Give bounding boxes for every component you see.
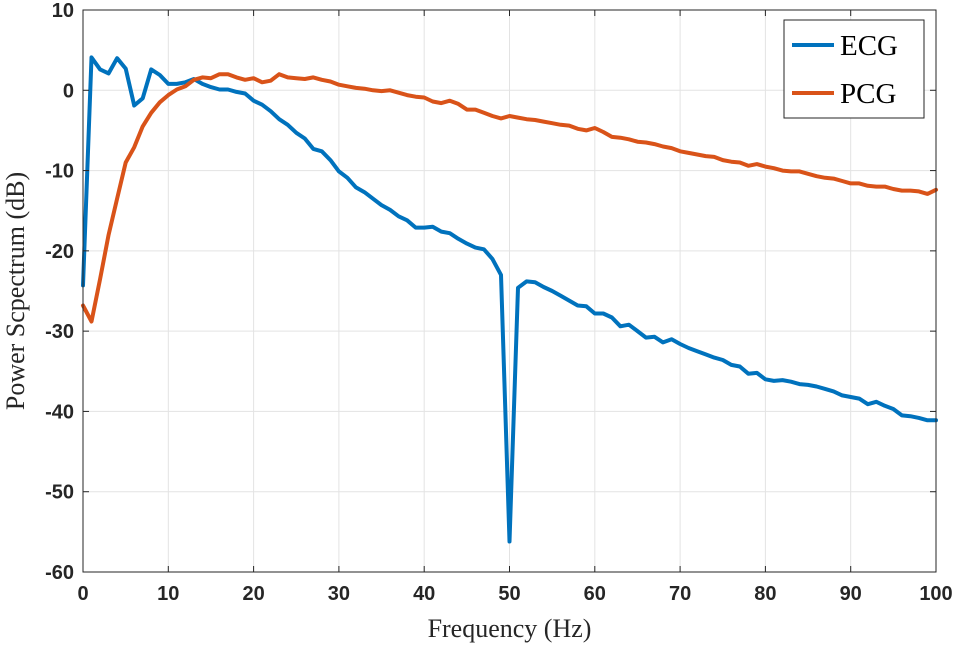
x-tick-label: 100 [919,583,952,605]
x-tick-label: 90 [840,583,862,605]
series-line-ecg [81,55,938,544]
x-tick-label: 60 [584,583,606,605]
y-tick-label: -30 [45,321,74,343]
series-line-pcg [81,72,938,324]
y-tick-label: 0 [63,80,74,102]
x-tick-label: 70 [669,583,691,605]
y-tick-label: -50 [45,482,74,504]
x-tick-label: 20 [242,583,264,605]
x-tick-label: 10 [157,583,179,605]
legend-box [783,19,925,119]
y-tick-label: -10 [45,161,74,183]
y-tick-label: 10 [52,0,74,22]
x-tick-label: 0 [77,583,88,605]
x-tick-label: 40 [413,583,435,605]
x-axis-label: Frequency (Hz) [428,614,592,643]
x-tick-label: 50 [498,583,520,605]
legend-label-pcg: PCG [840,78,896,110]
legend: ECG PCG [783,19,925,119]
y-tick-label: -60 [45,562,74,584]
x-tick-label: 80 [754,583,776,605]
y-tick-label: -40 [45,401,74,423]
legend-label-ecg: ECG [840,30,898,62]
axis-ticks: 0 10 20 30 40 50 60 70 80 90 100100-10-20-30-40-50… [45,0,953,605]
x-tick-label: 30 [328,583,350,605]
y-tick-label: -20 [45,241,74,263]
series-lines [81,55,938,544]
y-axis-label: Power Scpectrum (dB) [1,172,30,410]
